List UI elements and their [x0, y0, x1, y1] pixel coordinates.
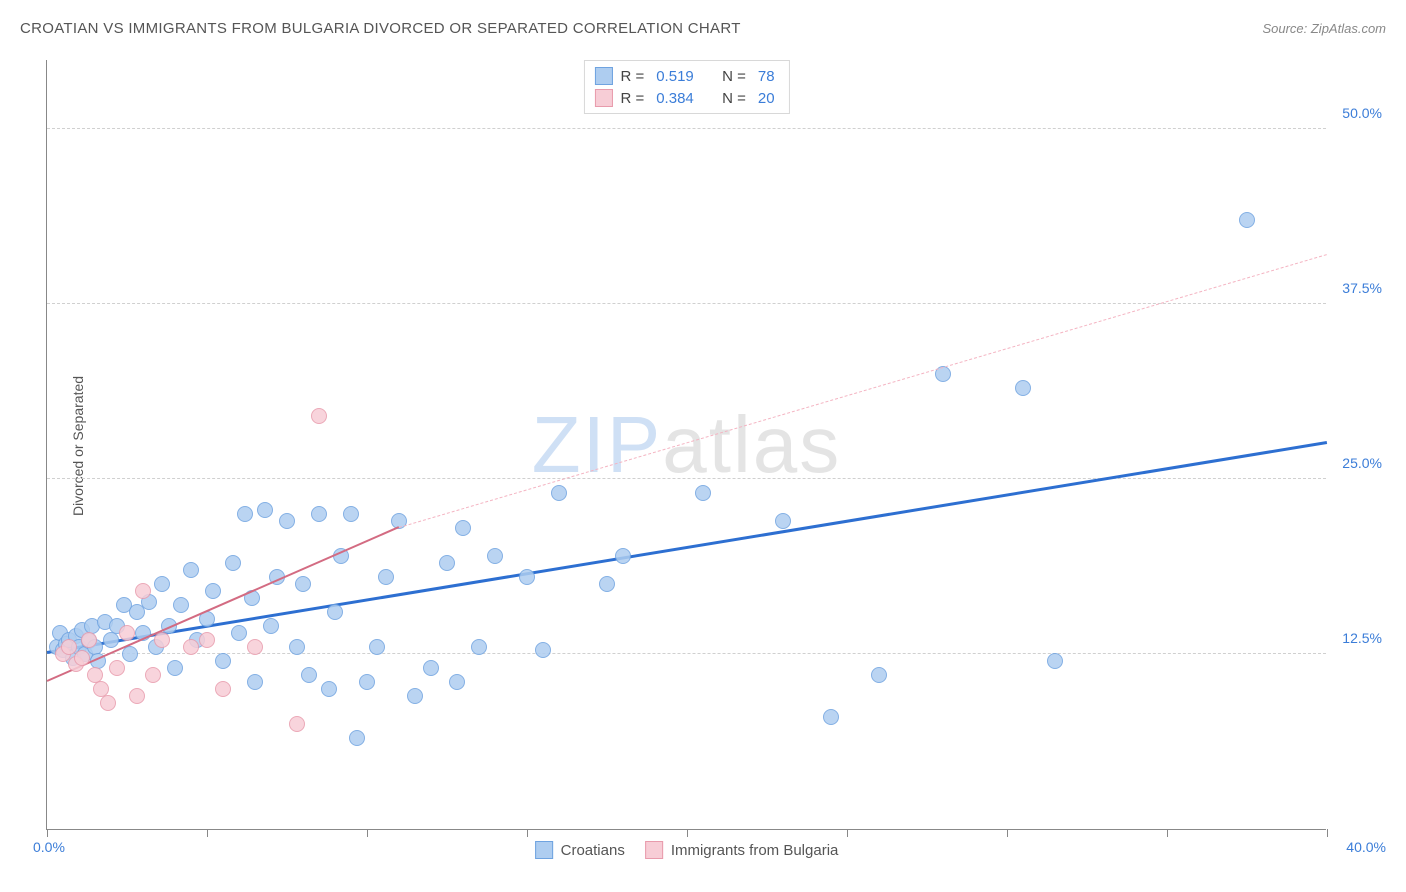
data-point — [369, 639, 385, 655]
legend-swatch — [535, 841, 553, 859]
x-tick — [367, 829, 368, 837]
stats-legend: R = 0.519 N = 78R = 0.384 N = 20 — [583, 60, 789, 114]
data-point — [225, 555, 241, 571]
data-point — [378, 569, 394, 585]
data-point — [551, 485, 567, 501]
data-point — [775, 513, 791, 529]
y-tick-label: 25.0% — [1330, 455, 1382, 471]
legend-swatch — [594, 67, 612, 85]
x-tick — [207, 829, 208, 837]
gridline — [47, 128, 1326, 129]
data-point — [343, 506, 359, 522]
data-point — [103, 632, 119, 648]
data-point — [599, 576, 615, 592]
data-point — [154, 576, 170, 592]
data-point — [145, 667, 161, 683]
x-tick — [1167, 829, 1168, 837]
gridline — [47, 653, 1326, 654]
legend-item: Immigrants from Bulgaria — [645, 841, 839, 859]
data-point — [183, 639, 199, 655]
x-tick — [1327, 829, 1328, 837]
scatter-plot: ZIPatlas R = 0.519 N = 78R = 0.384 N = 2… — [46, 60, 1326, 830]
source-label: Source: ZipAtlas.com — [1262, 21, 1386, 36]
data-point — [205, 583, 221, 599]
data-point — [154, 632, 170, 648]
watermark: ZIPatlas — [532, 399, 841, 491]
trend-line — [399, 254, 1327, 528]
data-point — [122, 646, 138, 662]
data-point — [1015, 380, 1031, 396]
data-point — [129, 688, 145, 704]
legend-swatch — [594, 89, 612, 107]
stats-legend-row: R = 0.384 N = 20 — [594, 87, 778, 109]
data-point — [449, 674, 465, 690]
data-point — [173, 597, 189, 613]
data-point — [119, 625, 135, 641]
data-point — [1047, 653, 1063, 669]
x-tick-label: 40.0% — [1346, 839, 1386, 855]
data-point — [263, 618, 279, 634]
stats-legend-row: R = 0.519 N = 78 — [594, 65, 778, 87]
data-point — [215, 681, 231, 697]
data-point — [301, 667, 317, 683]
data-point — [289, 639, 305, 655]
y-tick-label: 50.0% — [1330, 105, 1382, 121]
x-tick-label: 0.0% — [33, 839, 65, 855]
legend-swatch — [645, 841, 663, 859]
data-point — [519, 569, 535, 585]
data-point — [231, 625, 247, 641]
data-point — [257, 502, 273, 518]
data-point — [439, 555, 455, 571]
data-point — [135, 583, 151, 599]
data-point — [327, 604, 343, 620]
x-tick — [1007, 829, 1008, 837]
data-point — [279, 513, 295, 529]
data-point — [535, 642, 551, 658]
data-point — [359, 674, 375, 690]
trend-line — [47, 441, 1327, 654]
data-point — [247, 639, 263, 655]
data-point — [423, 660, 439, 676]
data-point — [289, 716, 305, 732]
data-point — [823, 709, 839, 725]
data-point — [183, 562, 199, 578]
data-point — [695, 485, 711, 501]
data-point — [199, 632, 215, 648]
data-point — [471, 639, 487, 655]
data-point — [295, 576, 311, 592]
data-point — [237, 506, 253, 522]
data-point — [215, 653, 231, 669]
chart-title: CROATIAN VS IMMIGRANTS FROM BULGARIA DIV… — [20, 20, 741, 37]
x-tick — [47, 829, 48, 837]
data-point — [100, 695, 116, 711]
data-point — [321, 681, 337, 697]
data-point — [615, 548, 631, 564]
data-point — [871, 667, 887, 683]
x-tick — [687, 829, 688, 837]
data-point — [455, 520, 471, 536]
y-tick-label: 37.5% — [1330, 280, 1382, 296]
data-point — [311, 408, 327, 424]
data-point — [74, 650, 90, 666]
data-point — [487, 548, 503, 564]
data-point — [311, 506, 327, 522]
data-point — [1239, 212, 1255, 228]
x-tick — [847, 829, 848, 837]
gridline — [47, 303, 1326, 304]
data-point — [247, 674, 263, 690]
data-point — [349, 730, 365, 746]
y-tick-label: 12.5% — [1330, 630, 1382, 646]
data-point — [81, 632, 97, 648]
series-legend: Croatians Immigrants from Bulgaria — [535, 841, 839, 859]
data-point — [167, 660, 183, 676]
x-tick — [527, 829, 528, 837]
data-point — [407, 688, 423, 704]
legend-item: Croatians — [535, 841, 625, 859]
data-point — [109, 660, 125, 676]
gridline — [47, 478, 1326, 479]
